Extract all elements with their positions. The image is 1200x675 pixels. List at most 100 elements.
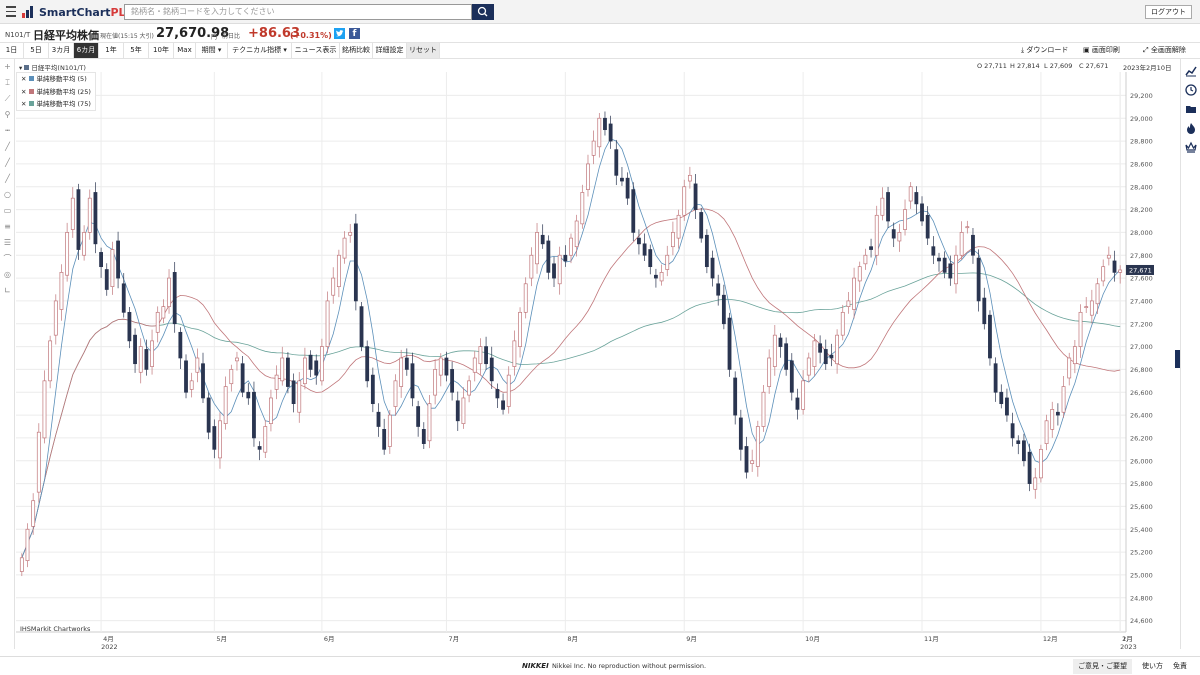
x-tick-label: 5月 xyxy=(216,635,227,643)
x-tick-label: 12月 xyxy=(1043,635,1058,643)
period-1d[interactable]: 1日 xyxy=(0,43,24,58)
fibonacci-icon[interactable]: ☰ xyxy=(3,238,12,247)
candle-body xyxy=(178,331,183,359)
chart-toolbar: 1日 5日 3カ月 6カ月 1年 5年 10年 Max 期間 ▾ テクニカル指標… xyxy=(0,43,1200,59)
remove-icon[interactable]: ✕ xyxy=(21,100,27,108)
howto-link[interactable]: 使い方 xyxy=(1142,662,1163,670)
candle-body xyxy=(359,306,364,347)
twitter-icon[interactable] xyxy=(334,28,345,39)
clock-icon[interactable] xyxy=(1185,84,1197,96)
candle-body xyxy=(240,363,245,393)
candle-tool-icon[interactable]: ⌶ xyxy=(5,78,10,87)
legend-item-sma5[interactable]: ✕ 単純移動平均 (5) xyxy=(21,75,87,83)
candle-body xyxy=(857,266,862,282)
technical-indicators-dropdown[interactable]: テクニカル指標 ▾ xyxy=(228,43,292,58)
last-price-label: 27,671 xyxy=(1129,266,1152,274)
candle-body xyxy=(569,237,573,256)
menu-icon[interactable] xyxy=(6,6,16,18)
candle-body xyxy=(976,257,981,302)
settings-button[interactable]: 詳細設定 xyxy=(373,43,407,58)
period-5d[interactable]: 5日 xyxy=(24,43,49,58)
x-tick-label: 9月 xyxy=(686,635,697,643)
print-button[interactable]: ▣ 画面印刷 xyxy=(1083,46,1120,54)
measure-icon[interactable]: ⟋ xyxy=(4,94,11,103)
ranking-crown-icon[interactable] xyxy=(1185,141,1197,153)
candle-body xyxy=(59,272,64,310)
flame-icon[interactable] xyxy=(1185,122,1197,134)
period-1y[interactable]: 1年 xyxy=(99,43,124,58)
candle-body xyxy=(286,357,290,387)
remove-icon[interactable]: ✕ xyxy=(21,75,27,83)
search-button[interactable] xyxy=(472,4,494,20)
candle-body xyxy=(36,431,41,493)
candle-body xyxy=(416,406,421,427)
search-input[interactable]: 銘柄名・銘柄コードを入力してください xyxy=(124,4,472,20)
y-tick-label: 28,600 xyxy=(1130,160,1153,168)
candle-body xyxy=(303,357,307,385)
fullscreen-button[interactable]: ⤢ 全画面解除 xyxy=(1143,46,1186,54)
disclaimer-link[interactable]: 免責 xyxy=(1173,662,1187,670)
legend-swatch xyxy=(29,88,35,94)
candle-body xyxy=(778,337,783,347)
reset-button[interactable]: リセット xyxy=(407,43,440,58)
target-tool-icon[interactable]: ◎ xyxy=(4,270,11,279)
last-price-badge xyxy=(1126,264,1154,275)
y-tick-label: 26,200 xyxy=(1130,434,1153,442)
candle-body xyxy=(637,237,641,245)
candle-body xyxy=(993,363,998,393)
logout-button[interactable]: ログアウト xyxy=(1145,5,1192,19)
candle-body xyxy=(65,232,70,276)
ray-tool-icon[interactable]: ╱ xyxy=(5,158,10,167)
rectangle-tool-icon[interactable]: ▭ xyxy=(3,206,12,215)
candle-body xyxy=(195,357,200,373)
chart-canvas[interactable]: 24,600 24,800 25,000 25,200 25,400 25,600 25,8… xyxy=(16,72,1180,651)
channel-tool-icon[interactable]: ≡ xyxy=(4,222,11,231)
candle-body xyxy=(897,232,902,242)
line-tool-icon[interactable]: ╱ xyxy=(5,142,10,151)
legend-item-sma25[interactable]: ✕ 単純移動平均 (25) xyxy=(21,87,91,96)
extended-line-icon[interactable]: ╱ xyxy=(5,174,10,183)
side-panel-toggle[interactable] xyxy=(1175,350,1180,368)
remove-icon[interactable]: ✕ xyxy=(21,87,27,96)
plot-area xyxy=(16,72,1126,632)
trend-chart-icon[interactable] xyxy=(1185,65,1197,77)
facebook-icon[interactable]: f xyxy=(349,28,360,39)
candle-body xyxy=(269,397,273,424)
candle-body xyxy=(25,528,30,561)
arc-tool-icon[interactable]: ⌒ xyxy=(3,254,12,263)
candle-body xyxy=(512,340,517,367)
circle-tool-icon[interactable]: ○ xyxy=(4,190,11,199)
candle-body xyxy=(965,226,970,229)
candle-body xyxy=(70,197,75,230)
period-10y[interactable]: 10年 xyxy=(149,43,174,58)
series-dropdown[interactable]: ▾ 日経平均(N101/T) xyxy=(19,64,86,72)
sma25-line xyxy=(21,208,1121,558)
candle-body xyxy=(167,277,171,307)
candle-body xyxy=(676,214,681,239)
node-tool-icon[interactable]: ⚲ xyxy=(4,110,11,119)
compare-button[interactable]: 銘柄比較 xyxy=(340,43,373,58)
period-5y[interactable]: 5年 xyxy=(124,43,149,58)
price-chart[interactable]: 24,600 24,800 25,000 25,200 25,400 25,600 25,8… xyxy=(16,72,1180,651)
candle-body xyxy=(150,340,154,367)
legend-item-sma75[interactable]: ✕ 単純移動平均 (75) xyxy=(21,100,91,108)
candle-body xyxy=(518,311,522,347)
candle-body xyxy=(580,192,585,225)
period-dropdown[interactable]: 期間 ▾ xyxy=(196,43,228,58)
candle-body xyxy=(648,249,653,268)
period-3m[interactable]: 3カ月 xyxy=(49,43,74,58)
candle-body xyxy=(280,357,285,382)
news-toggle[interactable]: ニュース表示 xyxy=(292,43,340,58)
candle-body xyxy=(874,214,879,256)
candle-body xyxy=(48,340,53,382)
period-max[interactable]: Max xyxy=(174,43,196,58)
dashed-line-icon[interactable]: ┅ xyxy=(5,126,10,135)
folder-icon[interactable] xyxy=(1185,103,1197,115)
candle-body xyxy=(1112,260,1117,273)
download-button[interactable]: ⤓ ダウンロード xyxy=(1021,46,1069,54)
angle-tool-icon[interactable]: ∟ xyxy=(4,286,11,295)
feedback-link[interactable]: ご意見・ご要望 xyxy=(1073,659,1132,674)
period-6m[interactable]: 6カ月 xyxy=(74,43,99,58)
crosshair-icon[interactable]: + xyxy=(4,62,11,71)
candle-body xyxy=(1072,346,1077,365)
